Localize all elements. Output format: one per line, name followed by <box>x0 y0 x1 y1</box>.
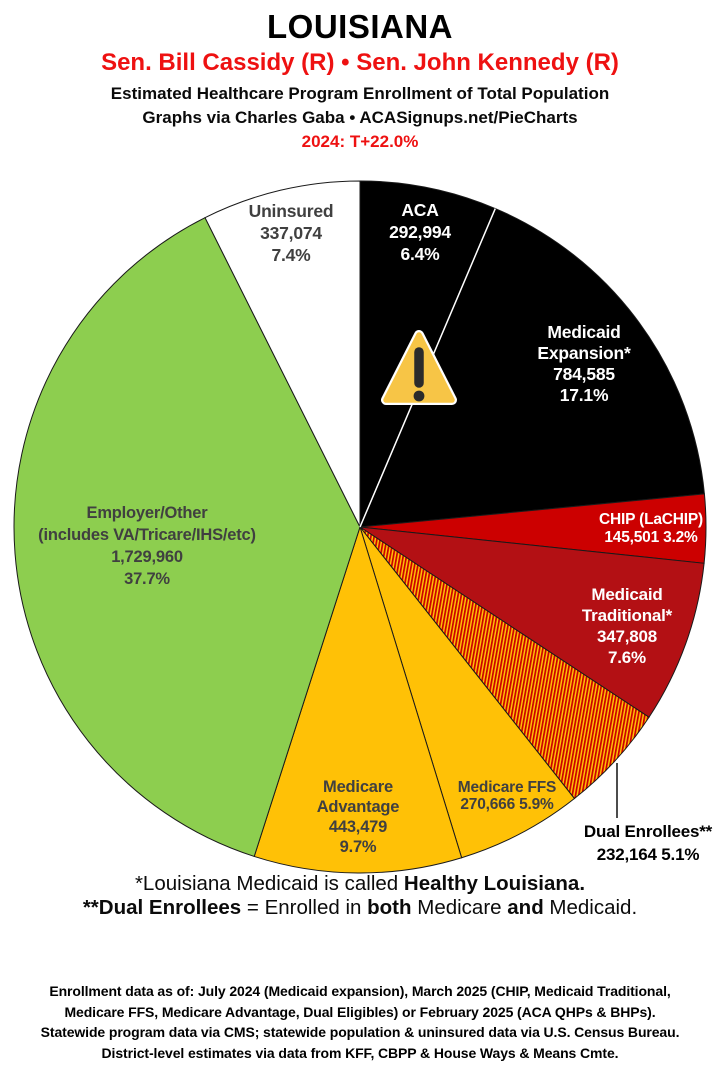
footer-line: Enrollment data as of: July 2024 (Medica… <box>49 983 671 999</box>
pie-slice-employer-other <box>13 216 361 858</box>
footer-line: Medicare FFS, Medicare Advantage, Dual E… <box>64 1003 656 1020</box>
data-sources-footer: Enrollment data as of: July 2024 (Medica… <box>0 981 720 1063</box>
pie-slice-medicare-advantage <box>253 525 463 874</box>
footer-line: Statewide program data via CMS; statewid… <box>40 1024 680 1040</box>
trend-line: 2024: T+22.0% <box>301 132 419 151</box>
pie-slice-medicare-ffs <box>359 526 576 859</box>
footnote-line: *Louisiana Medicaid is called Healthy Lo… <box>134 872 586 895</box>
subtitle-program: Estimated Healthcare Program Enrollment … <box>110 84 610 103</box>
pie-slice-uninsured <box>204 180 361 528</box>
footer-line: District-level estimates via data from K… <box>101 1044 619 1061</box>
senators-line: Sen. Bill Cassidy (R) • Sen. John Kenned… <box>101 49 619 76</box>
footnote-line: **Dual Enrollees = Enrolled in both Medi… <box>82 895 638 919</box>
warning-triangle-icon <box>381 330 457 405</box>
header: LOUISIANA Sen. Bill Cassidy (R) • Sen. J… <box>0 0 720 153</box>
page-title: LOUISIANA <box>267 8 453 45</box>
subtitle-credit: Graphs via Charles Gaba • ACASignups.net… <box>142 108 578 127</box>
exclamation-dot <box>413 390 425 402</box>
footnotes: *Louisiana Medicaid is called Healthy Lo… <box>0 872 720 919</box>
pie-slice-medicaid-traditional <box>359 526 705 718</box>
pie-slice-medicaid-expansion <box>359 207 705 528</box>
